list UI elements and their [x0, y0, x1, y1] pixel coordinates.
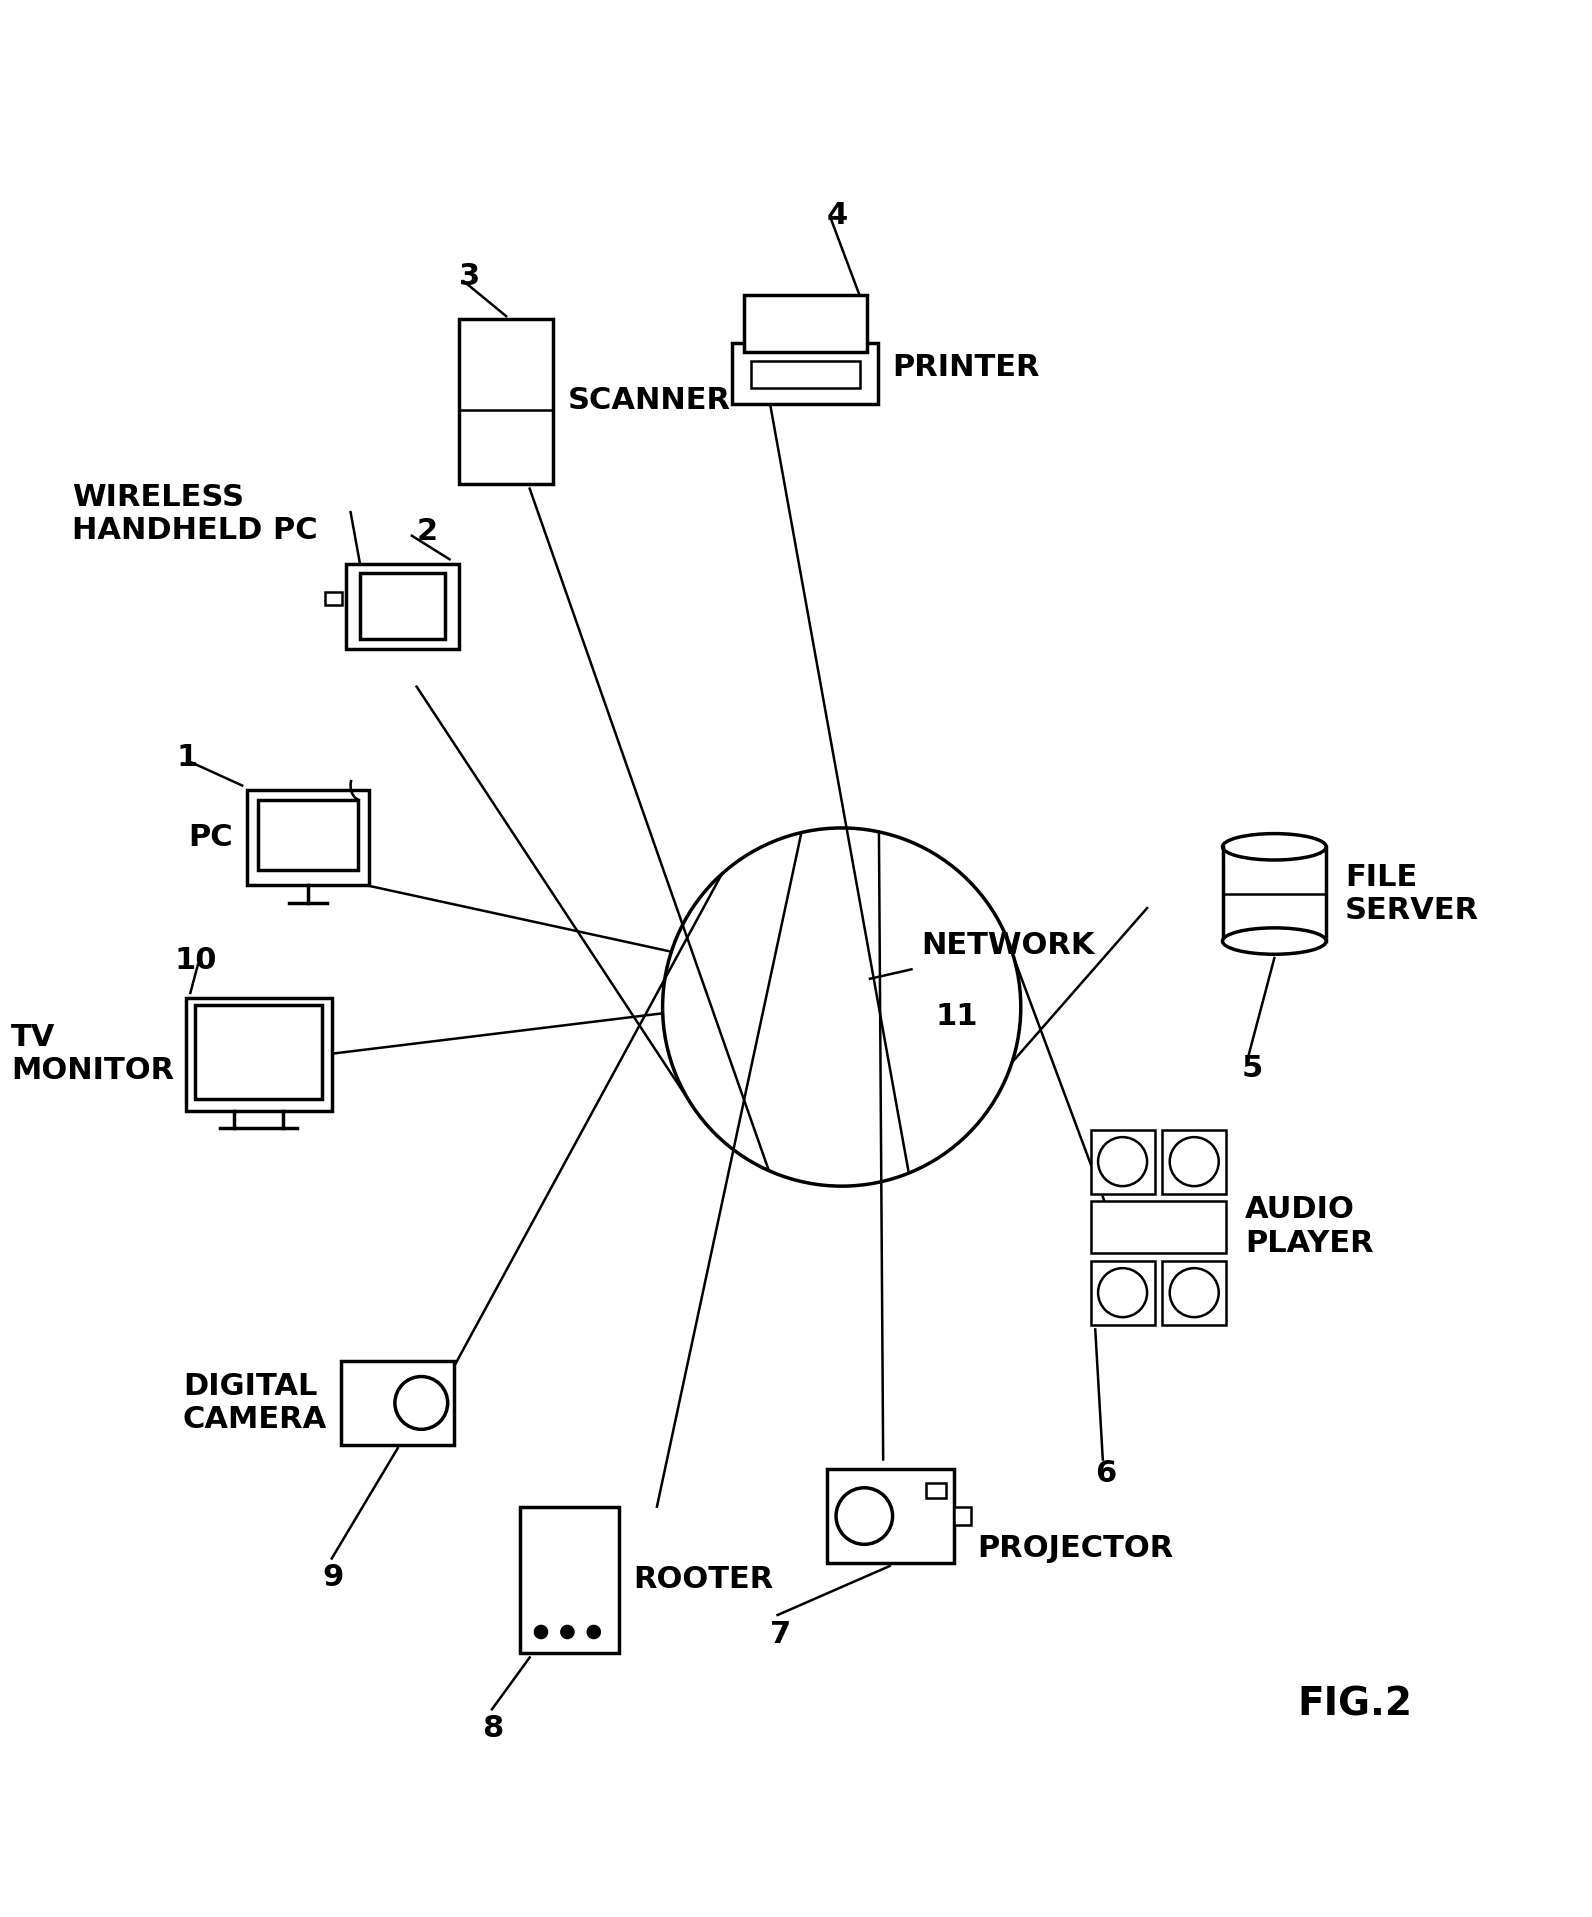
Text: 2: 2 — [417, 518, 438, 546]
Text: 1: 1 — [177, 744, 197, 773]
FancyBboxPatch shape — [1091, 1202, 1226, 1254]
FancyBboxPatch shape — [196, 1005, 322, 1100]
FancyBboxPatch shape — [521, 1507, 619, 1652]
FancyBboxPatch shape — [341, 1361, 454, 1445]
FancyBboxPatch shape — [751, 362, 860, 387]
Text: FIG.2: FIG.2 — [1297, 1685, 1412, 1723]
Text: ROOTER: ROOTER — [634, 1564, 774, 1593]
FancyBboxPatch shape — [458, 318, 554, 483]
Ellipse shape — [1223, 928, 1326, 955]
Circle shape — [560, 1626, 575, 1639]
FancyBboxPatch shape — [1091, 1261, 1154, 1325]
Text: 6: 6 — [1095, 1459, 1116, 1488]
FancyBboxPatch shape — [743, 295, 868, 353]
Text: PRINTER: PRINTER — [893, 353, 1040, 383]
Text: PC: PC — [188, 822, 232, 851]
FancyBboxPatch shape — [732, 343, 879, 404]
Text: WIRELESS
HANDHELD PC: WIRELESS HANDHELD PC — [72, 483, 318, 544]
FancyBboxPatch shape — [1091, 1129, 1154, 1194]
Text: 8: 8 — [482, 1714, 503, 1743]
FancyBboxPatch shape — [954, 1507, 971, 1526]
FancyBboxPatch shape — [186, 997, 331, 1110]
Text: PROJECTOR: PROJECTOR — [977, 1534, 1173, 1562]
Text: 7: 7 — [771, 1620, 791, 1649]
Text: AUDIO
PLAYER: AUDIO PLAYER — [1245, 1196, 1374, 1258]
FancyBboxPatch shape — [360, 573, 444, 640]
Circle shape — [587, 1626, 600, 1639]
Text: 4: 4 — [826, 201, 849, 230]
FancyBboxPatch shape — [258, 799, 358, 870]
Text: FILE
SERVER: FILE SERVER — [1345, 863, 1479, 926]
Text: 3: 3 — [458, 263, 481, 291]
Text: DIGITAL
CAMERA: DIGITAL CAMERA — [183, 1373, 326, 1434]
FancyBboxPatch shape — [826, 1468, 954, 1562]
Text: SCANNER: SCANNER — [567, 387, 731, 416]
FancyBboxPatch shape — [345, 564, 458, 648]
Circle shape — [535, 1626, 548, 1639]
FancyBboxPatch shape — [925, 1484, 946, 1499]
Text: NETWORK: NETWORK — [920, 932, 1094, 960]
Text: 10: 10 — [175, 945, 217, 974]
FancyBboxPatch shape — [1162, 1261, 1226, 1325]
Text: 5: 5 — [1242, 1054, 1262, 1083]
FancyBboxPatch shape — [1162, 1129, 1226, 1194]
Text: 9: 9 — [322, 1562, 344, 1593]
Text: TV
MONITOR: TV MONITOR — [11, 1024, 175, 1085]
FancyBboxPatch shape — [247, 790, 369, 884]
FancyBboxPatch shape — [325, 592, 342, 606]
Text: 11: 11 — [935, 1003, 977, 1031]
